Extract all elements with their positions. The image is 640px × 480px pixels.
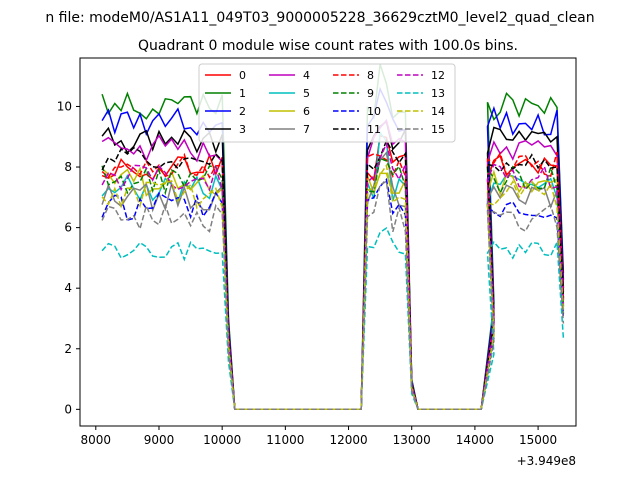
legend-label-7: 7 bbox=[303, 123, 310, 136]
y-tick-label: 0 bbox=[64, 402, 72, 416]
x-tick-label: 13000 bbox=[393, 433, 431, 447]
legend-label-14: 14 bbox=[431, 105, 445, 118]
legend-label-11: 11 bbox=[367, 123, 381, 136]
y-tick-label: 6 bbox=[64, 221, 72, 235]
legend-label-12: 12 bbox=[431, 69, 445, 82]
legend-label-8: 8 bbox=[367, 69, 374, 82]
legend-label-10: 10 bbox=[367, 105, 381, 118]
x-axis: 8000 9000 10000 11000 12000 13000 14000 15000 bbox=[81, 426, 557, 447]
legend-label-4: 4 bbox=[303, 69, 310, 82]
x-tick-label: 14000 bbox=[456, 433, 494, 447]
x-tick-label: 8000 bbox=[81, 433, 112, 447]
y-tick-label: 4 bbox=[64, 281, 72, 295]
chart-suptitle: n file: modeM0/AS1A11_049T03_9000005228_… bbox=[45, 10, 594, 26]
legend-label-5: 5 bbox=[303, 87, 310, 100]
x-tick-label: 11000 bbox=[266, 433, 304, 447]
x-tick-label: 12000 bbox=[329, 433, 367, 447]
legend-label-0: 0 bbox=[239, 69, 246, 82]
legend-label-13: 13 bbox=[431, 87, 445, 100]
y-tick-label: 10 bbox=[57, 99, 72, 113]
x-tick-label: 10000 bbox=[203, 433, 241, 447]
y-tick-label: 8 bbox=[64, 160, 72, 174]
x-offset-text: +3.949e8 bbox=[517, 454, 576, 468]
series-lines bbox=[101, 64, 565, 411]
legend-label-3: 3 bbox=[239, 123, 246, 136]
plot-frame bbox=[79, 57, 577, 427]
legend-label-9: 9 bbox=[367, 87, 374, 100]
y-tick-label: 2 bbox=[64, 342, 72, 356]
legend-label-15: 15 bbox=[431, 123, 445, 136]
chart-title: Quadrant 0 module wise count rates with … bbox=[138, 38, 518, 54]
series-line-15 bbox=[101, 180, 565, 411]
y-axis: 0 2 4 6 8 10 bbox=[57, 99, 80, 416]
legend-label-1: 1 bbox=[239, 87, 246, 100]
x-tick-label: 15000 bbox=[519, 433, 557, 447]
legend-box bbox=[198, 63, 456, 143]
legend-label-6: 6 bbox=[303, 105, 310, 118]
legend-label-2: 2 bbox=[239, 105, 246, 118]
x-tick-label: 9000 bbox=[144, 433, 175, 447]
